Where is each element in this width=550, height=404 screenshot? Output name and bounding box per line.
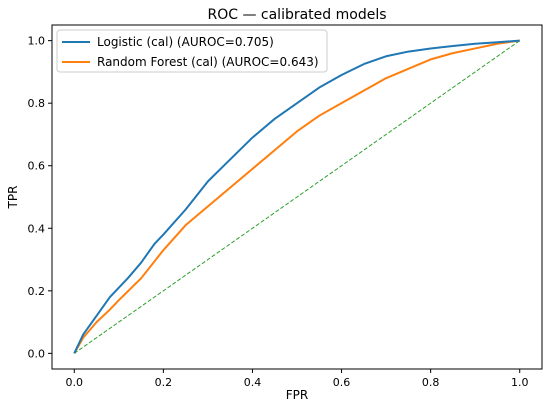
y-tick-label: 1.0 xyxy=(28,35,46,48)
chance-diagonal-line xyxy=(73,40,521,354)
chart-title: ROC — calibrated models xyxy=(207,7,386,23)
legend: Logistic (cal) (AUROC=0.705) Random Fore… xyxy=(56,29,328,73)
x-tick-label: 0.6 xyxy=(333,376,351,389)
logistic-roc-line xyxy=(73,39,520,354)
series-layer xyxy=(73,39,521,354)
y-axis-label: TPR xyxy=(6,186,20,210)
y-tick-label: 0.2 xyxy=(28,285,46,298)
plot-frame xyxy=(51,24,543,370)
random-forest-roc-line xyxy=(73,39,520,354)
y-axis-ticks: 0.0 0.2 0.4 0.6 0.8 1.0 xyxy=(28,35,52,360)
x-tick-label: 0.2 xyxy=(155,376,173,389)
y-tick-label: 0.8 xyxy=(28,97,46,110)
x-axis-label: FPR xyxy=(286,388,308,402)
y-tick-label: 0.4 xyxy=(28,222,46,235)
x-axis-ticks: 0.0 0.2 0.4 0.6 0.8 1.0 xyxy=(66,369,529,389)
x-tick-label: 0.0 xyxy=(66,376,84,389)
plot-area xyxy=(51,24,543,370)
y-tick-label: 0.0 xyxy=(28,347,46,360)
legend-label-random-forest: Random Forest (cal) (AUROC=0.643) xyxy=(97,55,319,69)
x-tick-label: 1.0 xyxy=(511,376,529,389)
y-tick-label: 0.6 xyxy=(28,160,46,173)
x-tick-label: 0.8 xyxy=(422,376,440,389)
legend-box xyxy=(56,29,328,73)
legend-label-logistic: Logistic (cal) (AUROC=0.705) xyxy=(97,35,274,49)
x-tick-label: 0.4 xyxy=(244,376,262,389)
